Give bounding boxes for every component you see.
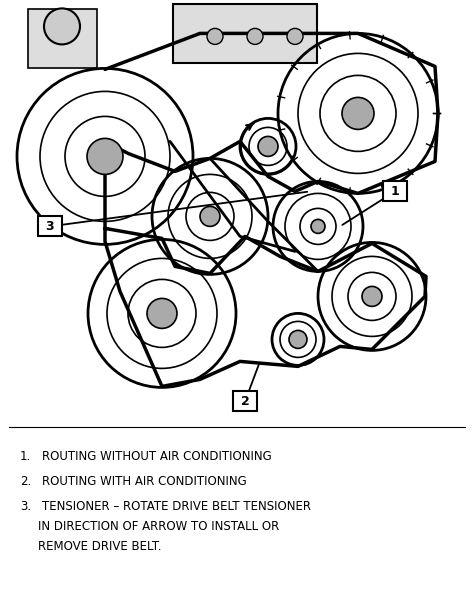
FancyBboxPatch shape bbox=[233, 391, 257, 411]
Text: 2.: 2. bbox=[20, 475, 31, 487]
Circle shape bbox=[247, 28, 263, 45]
FancyBboxPatch shape bbox=[28, 10, 97, 68]
FancyBboxPatch shape bbox=[173, 4, 317, 63]
Circle shape bbox=[311, 219, 325, 233]
Circle shape bbox=[287, 28, 303, 45]
Text: REMOVE DRIVE BELT.: REMOVE DRIVE BELT. bbox=[38, 541, 162, 553]
Text: 3: 3 bbox=[46, 220, 55, 233]
Circle shape bbox=[147, 298, 177, 329]
Text: 2: 2 bbox=[241, 395, 249, 408]
Text: 3.: 3. bbox=[20, 501, 31, 513]
Text: TENSIONER – ROTATE DRIVE BELT TENSIONER: TENSIONER – ROTATE DRIVE BELT TENSIONER bbox=[42, 501, 311, 513]
Circle shape bbox=[87, 138, 123, 175]
Text: 1.: 1. bbox=[20, 450, 31, 463]
Circle shape bbox=[207, 28, 223, 45]
Circle shape bbox=[289, 330, 307, 349]
Text: ROUTING WITHOUT AIR CONDITIONING: ROUTING WITHOUT AIR CONDITIONING bbox=[42, 450, 272, 463]
Circle shape bbox=[362, 286, 382, 306]
Circle shape bbox=[44, 8, 80, 45]
FancyBboxPatch shape bbox=[38, 216, 62, 236]
Circle shape bbox=[200, 207, 220, 226]
Text: IN DIRECTION OF ARROW TO INSTALL OR: IN DIRECTION OF ARROW TO INSTALL OR bbox=[38, 521, 279, 533]
Circle shape bbox=[342, 97, 374, 129]
FancyBboxPatch shape bbox=[383, 181, 407, 201]
Text: 1: 1 bbox=[391, 185, 400, 198]
Text: ROUTING WITH AIR CONDITIONING: ROUTING WITH AIR CONDITIONING bbox=[42, 475, 247, 487]
Circle shape bbox=[258, 137, 278, 156]
